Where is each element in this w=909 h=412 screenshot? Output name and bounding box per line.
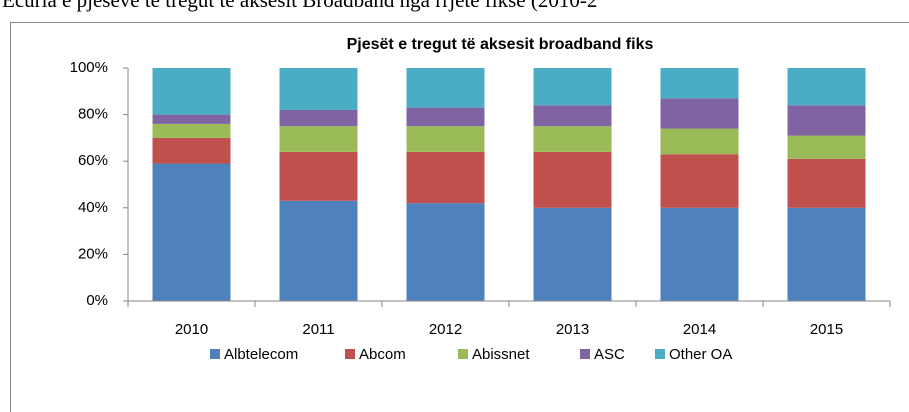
bar-segment xyxy=(406,126,485,152)
bar-segment xyxy=(152,137,231,164)
bar-segment xyxy=(152,68,231,115)
legend-label: ASC xyxy=(594,346,625,363)
bar-segment xyxy=(279,151,358,201)
y-tick-label: 0% xyxy=(86,292,108,309)
bar-segment xyxy=(152,114,231,124)
legend-swatch xyxy=(345,349,355,359)
bar-segment xyxy=(660,207,739,301)
bar-segment xyxy=(533,151,612,208)
bar-segment xyxy=(660,68,739,99)
legend-label: Other OA xyxy=(669,346,732,363)
bar-segment xyxy=(406,151,485,204)
x-tick-label: 2014 xyxy=(683,321,716,338)
heading: Ecuria e pjesëve të tregut të aksesit Br… xyxy=(2,0,597,12)
x-tick-label: 2010 xyxy=(175,321,208,338)
bar-segment xyxy=(533,126,612,152)
bar-segment xyxy=(787,207,866,301)
x-tick-label: 2013 xyxy=(556,321,589,338)
bar-segment xyxy=(406,107,485,127)
legend-swatch xyxy=(458,349,468,359)
legend-label: Albtelecom xyxy=(224,346,298,363)
x-tick-label: 2015 xyxy=(810,321,843,338)
bar-segment xyxy=(406,203,485,301)
bar-segment xyxy=(279,200,358,301)
y-tick-label: 20% xyxy=(78,245,108,262)
bar-segment xyxy=(787,68,866,106)
bar-segment xyxy=(787,158,866,208)
legend-label: Abissnet xyxy=(472,346,530,363)
y-tick-label: 80% xyxy=(78,106,108,123)
bar-segment xyxy=(533,105,612,127)
bar-segment xyxy=(533,68,612,106)
bar-segment xyxy=(279,68,358,110)
legend-label: Abcom xyxy=(359,346,406,363)
x-tick-label: 2011 xyxy=(302,321,334,338)
bar-segment xyxy=(406,68,485,108)
y-tick-label: 40% xyxy=(78,199,108,216)
bar-segment xyxy=(787,135,866,159)
chart-title: Pjesët e tregut të aksesit broadband fik… xyxy=(347,36,654,53)
bar-segment xyxy=(279,126,358,152)
bar-segment xyxy=(660,128,739,155)
legend-swatch xyxy=(580,349,590,359)
y-tick-label: 60% xyxy=(78,152,108,169)
bar-segment xyxy=(152,123,231,138)
legend-swatch xyxy=(655,349,665,359)
bar-segment xyxy=(152,163,231,301)
x-tick-label: 2012 xyxy=(429,321,462,338)
legend-swatch xyxy=(210,349,220,359)
bar-segment xyxy=(660,98,739,129)
bar-segment xyxy=(279,109,358,127)
y-tick-label: 100% xyxy=(70,59,108,76)
bar-segment xyxy=(787,105,866,136)
bar-segment xyxy=(533,207,612,301)
bar-segment xyxy=(660,154,739,208)
